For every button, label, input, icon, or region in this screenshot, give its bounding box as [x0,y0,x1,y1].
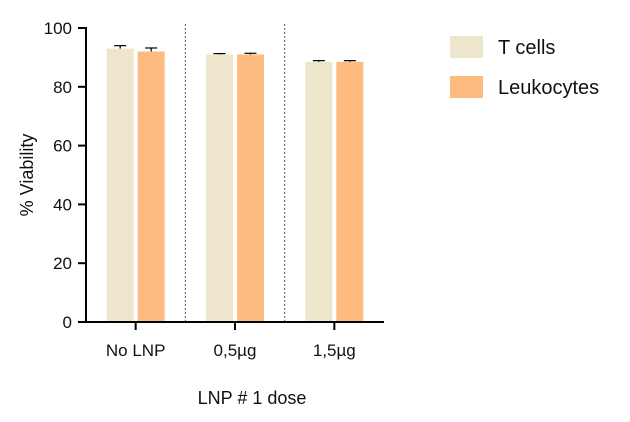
y-axis-title: % Viability [17,134,37,217]
bar-t-cells [106,48,134,323]
x-ticks: No LNP 0,5µg 1,5µg [106,322,356,360]
bar-leukocytes [336,61,364,323]
y-tick-label: 0 [63,313,72,332]
y-tick-label: 40 [53,195,72,214]
y-tick-label: 20 [53,254,72,273]
y-tick-label: 100 [44,19,72,38]
legend-label: T cells [498,37,555,59]
x-tick-label: 1,5µg [313,341,356,360]
y-tick-label: 60 [53,137,72,156]
bar-leukocytes [237,54,264,323]
legend-label: Leukocytes [498,77,599,99]
x-tick-label: No LNP [106,341,166,360]
legend: T cells Leukocytes [450,36,599,99]
bar-t-cells [206,54,233,323]
bar-t-cells [305,61,333,323]
x-axis-title: LNP # 1 dose [198,388,307,408]
y-tick-label: 80 [53,78,72,97]
x-tick-label: 0,5µg [214,341,257,360]
legend-swatch [450,76,483,98]
bar-leukocytes [137,51,165,323]
group-separators [184,24,286,322]
bars-layer [106,45,364,323]
legend-swatch [450,36,483,58]
y-ticks: 0 20 40 60 80 100 [44,19,86,332]
